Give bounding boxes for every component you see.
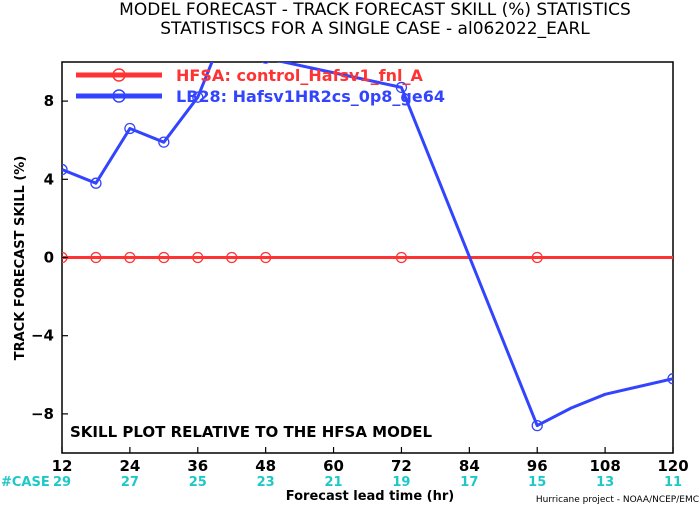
series-marker-1 [395,251,408,264]
case-count: 21 [325,475,343,490]
legend: HFSA: control_Hafsv1_fnl_A LB28: Hafsv1HR… [76,66,445,106]
case-count: 23 [257,475,275,490]
case-count: 25 [189,475,207,490]
x-tick-label: 48 [255,457,276,475]
case-count: 19 [392,475,410,490]
chart-subtitle: STATISTISCS FOR A SINGLE CASE - al062022… [160,19,590,39]
x-tick-label: 12 [52,457,73,475]
credit-text: Hurricane project - NOAA/NCEP/EMC [536,495,699,505]
series-marker-1 [531,251,543,264]
series-marker-2 [667,373,673,385]
y-tick-label: −4 [31,327,54,345]
x-tick-label: 24 [119,457,140,475]
legend-marker-1 [112,68,126,82]
series-marker-1 [90,251,102,264]
series-marker-2 [192,91,204,103]
legend-marker-2 [112,89,126,103]
series-marker-1 [226,251,238,264]
y-tick-label: 0 [44,249,54,267]
case-count: 29 [53,475,71,490]
legend-label-1: HFSA: control_Hafsv1_fnl_A [176,66,423,85]
series-layer [62,62,673,432]
y-tick-label: 4 [44,170,54,188]
x-axis-label: Forecast lead time (hr) [286,489,454,504]
x-tick-label: 60 [323,457,344,475]
y-tick-label: 8 [44,92,54,110]
x-tick-label: 120 [657,457,688,475]
case-count: 27 [121,475,139,490]
series-marker-2 [62,163,68,176]
series-marker-1 [158,251,170,264]
x-tick-label: 36 [187,457,208,475]
x-tick-label: 96 [527,457,548,475]
series-marker-2 [261,62,270,64]
case-count: 17 [460,475,478,490]
series-marker-2 [124,122,136,135]
case-count: 13 [596,475,614,490]
series-marker-1 [124,251,136,264]
case-label: #CASE [1,475,50,490]
series-marker-2 [158,136,170,148]
case-count: 15 [528,475,546,490]
plot-annotation: SKILL PLOT RELATIVE TO THE HFSA MODEL [70,423,433,441]
y-tick-label: −8 [31,405,54,423]
legend-label-2: LB28: Hafsv1HR2cs_0p8_ge64 [176,87,445,106]
case-count: 11 [664,475,682,490]
chart-title: MODEL FORECAST - TRACK FORECAST SKILL (%… [119,0,631,20]
series-line-2 [62,62,673,428]
x-tick-label: 72 [391,457,412,475]
series-marker-1 [260,251,272,264]
x-tick-label: 108 [589,457,620,475]
series-marker-1 [192,251,204,264]
series-marker-2 [90,177,102,189]
series-marker-2 [395,81,408,94]
case-counts: 29 27 25 23 21 19 17 15 13 11 [53,475,682,490]
x-tick-label: 84 [459,457,480,475]
y-axis-label: TRACK FORECAST SKILL (%) [13,156,28,361]
series-marker-2 [531,419,543,432]
